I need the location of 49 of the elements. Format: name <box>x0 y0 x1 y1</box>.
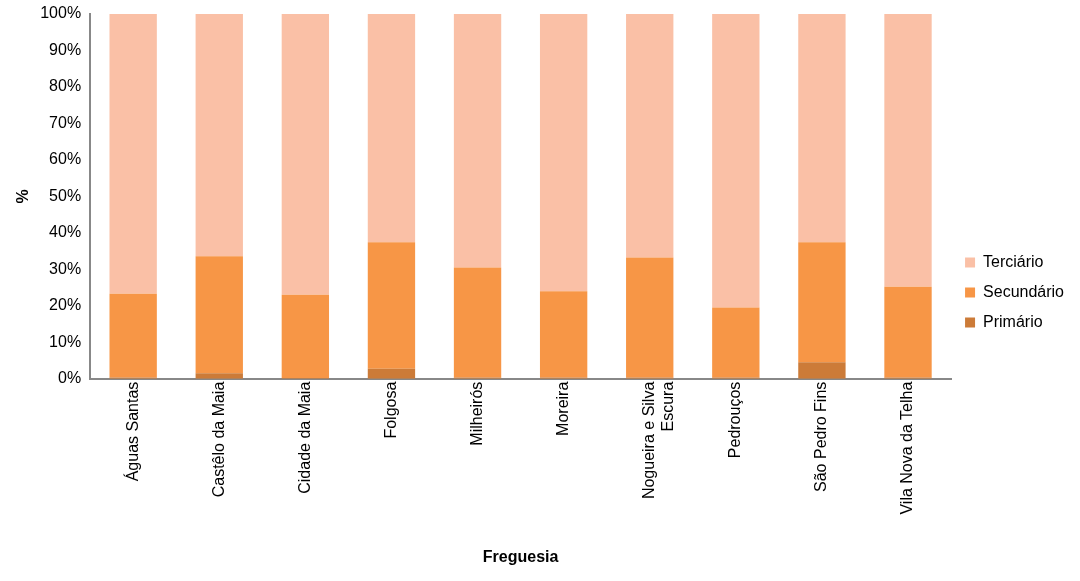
bar <box>453 267 502 378</box>
bar <box>281 294 330 378</box>
y-tick-label: 20% <box>49 296 82 314</box>
legend-label: Secundário <box>983 282 1065 300</box>
bar <box>367 242 416 369</box>
bar <box>453 14 502 268</box>
x-tick-label: Cidade da Maia <box>295 381 313 494</box>
x-tick-label: São Pedro Fins <box>812 381 830 492</box>
y-tick-label: 80% <box>49 77 82 95</box>
bar <box>195 14 243 257</box>
y-tick-label: 50% <box>49 186 82 204</box>
bar <box>539 14 588 292</box>
x-tick-label: Moreira <box>554 381 572 436</box>
y-tick-label: 30% <box>49 259 82 277</box>
bar <box>712 14 760 308</box>
bar <box>539 291 588 378</box>
bar <box>798 242 846 363</box>
bar <box>626 14 674 258</box>
bar <box>195 256 243 374</box>
x-tick-label: Nogueira e Silva Escura <box>640 381 677 500</box>
bar <box>884 14 932 287</box>
y-tick-label: 0% <box>58 369 82 387</box>
bar <box>712 307 760 378</box>
y-tick-label: 90% <box>49 40 82 58</box>
bar <box>281 14 330 295</box>
bar <box>884 286 932 378</box>
bar <box>195 373 243 379</box>
x-tick-label: Pedrouços <box>726 381 744 459</box>
y-tick-label: 70% <box>49 113 82 131</box>
x-tick-label: Castêlo da Maia <box>209 381 227 498</box>
x-tick-label: Vila Nova da Telha <box>898 381 916 515</box>
y-tick-label: 40% <box>49 223 82 241</box>
y-axis-title: % <box>14 189 32 204</box>
bar <box>367 14 416 243</box>
x-axis-title: Freguesia <box>482 547 559 565</box>
bar <box>798 14 846 243</box>
bar <box>367 368 416 379</box>
legend-label: Primário <box>983 312 1043 330</box>
y-tick-label: 10% <box>49 332 82 350</box>
y-tick-label: 100% <box>40 4 82 22</box>
bar <box>109 14 157 294</box>
bar <box>109 293 157 378</box>
x-tick-label: Águas Santas <box>122 381 141 482</box>
x-tick-label: Folgosa <box>381 381 399 439</box>
x-tick-label: Milheirós <box>467 381 485 446</box>
bar <box>626 257 674 378</box>
bar <box>798 362 846 379</box>
legend-label: Terciário <box>983 252 1044 270</box>
y-tick-label: 60% <box>49 150 82 168</box>
